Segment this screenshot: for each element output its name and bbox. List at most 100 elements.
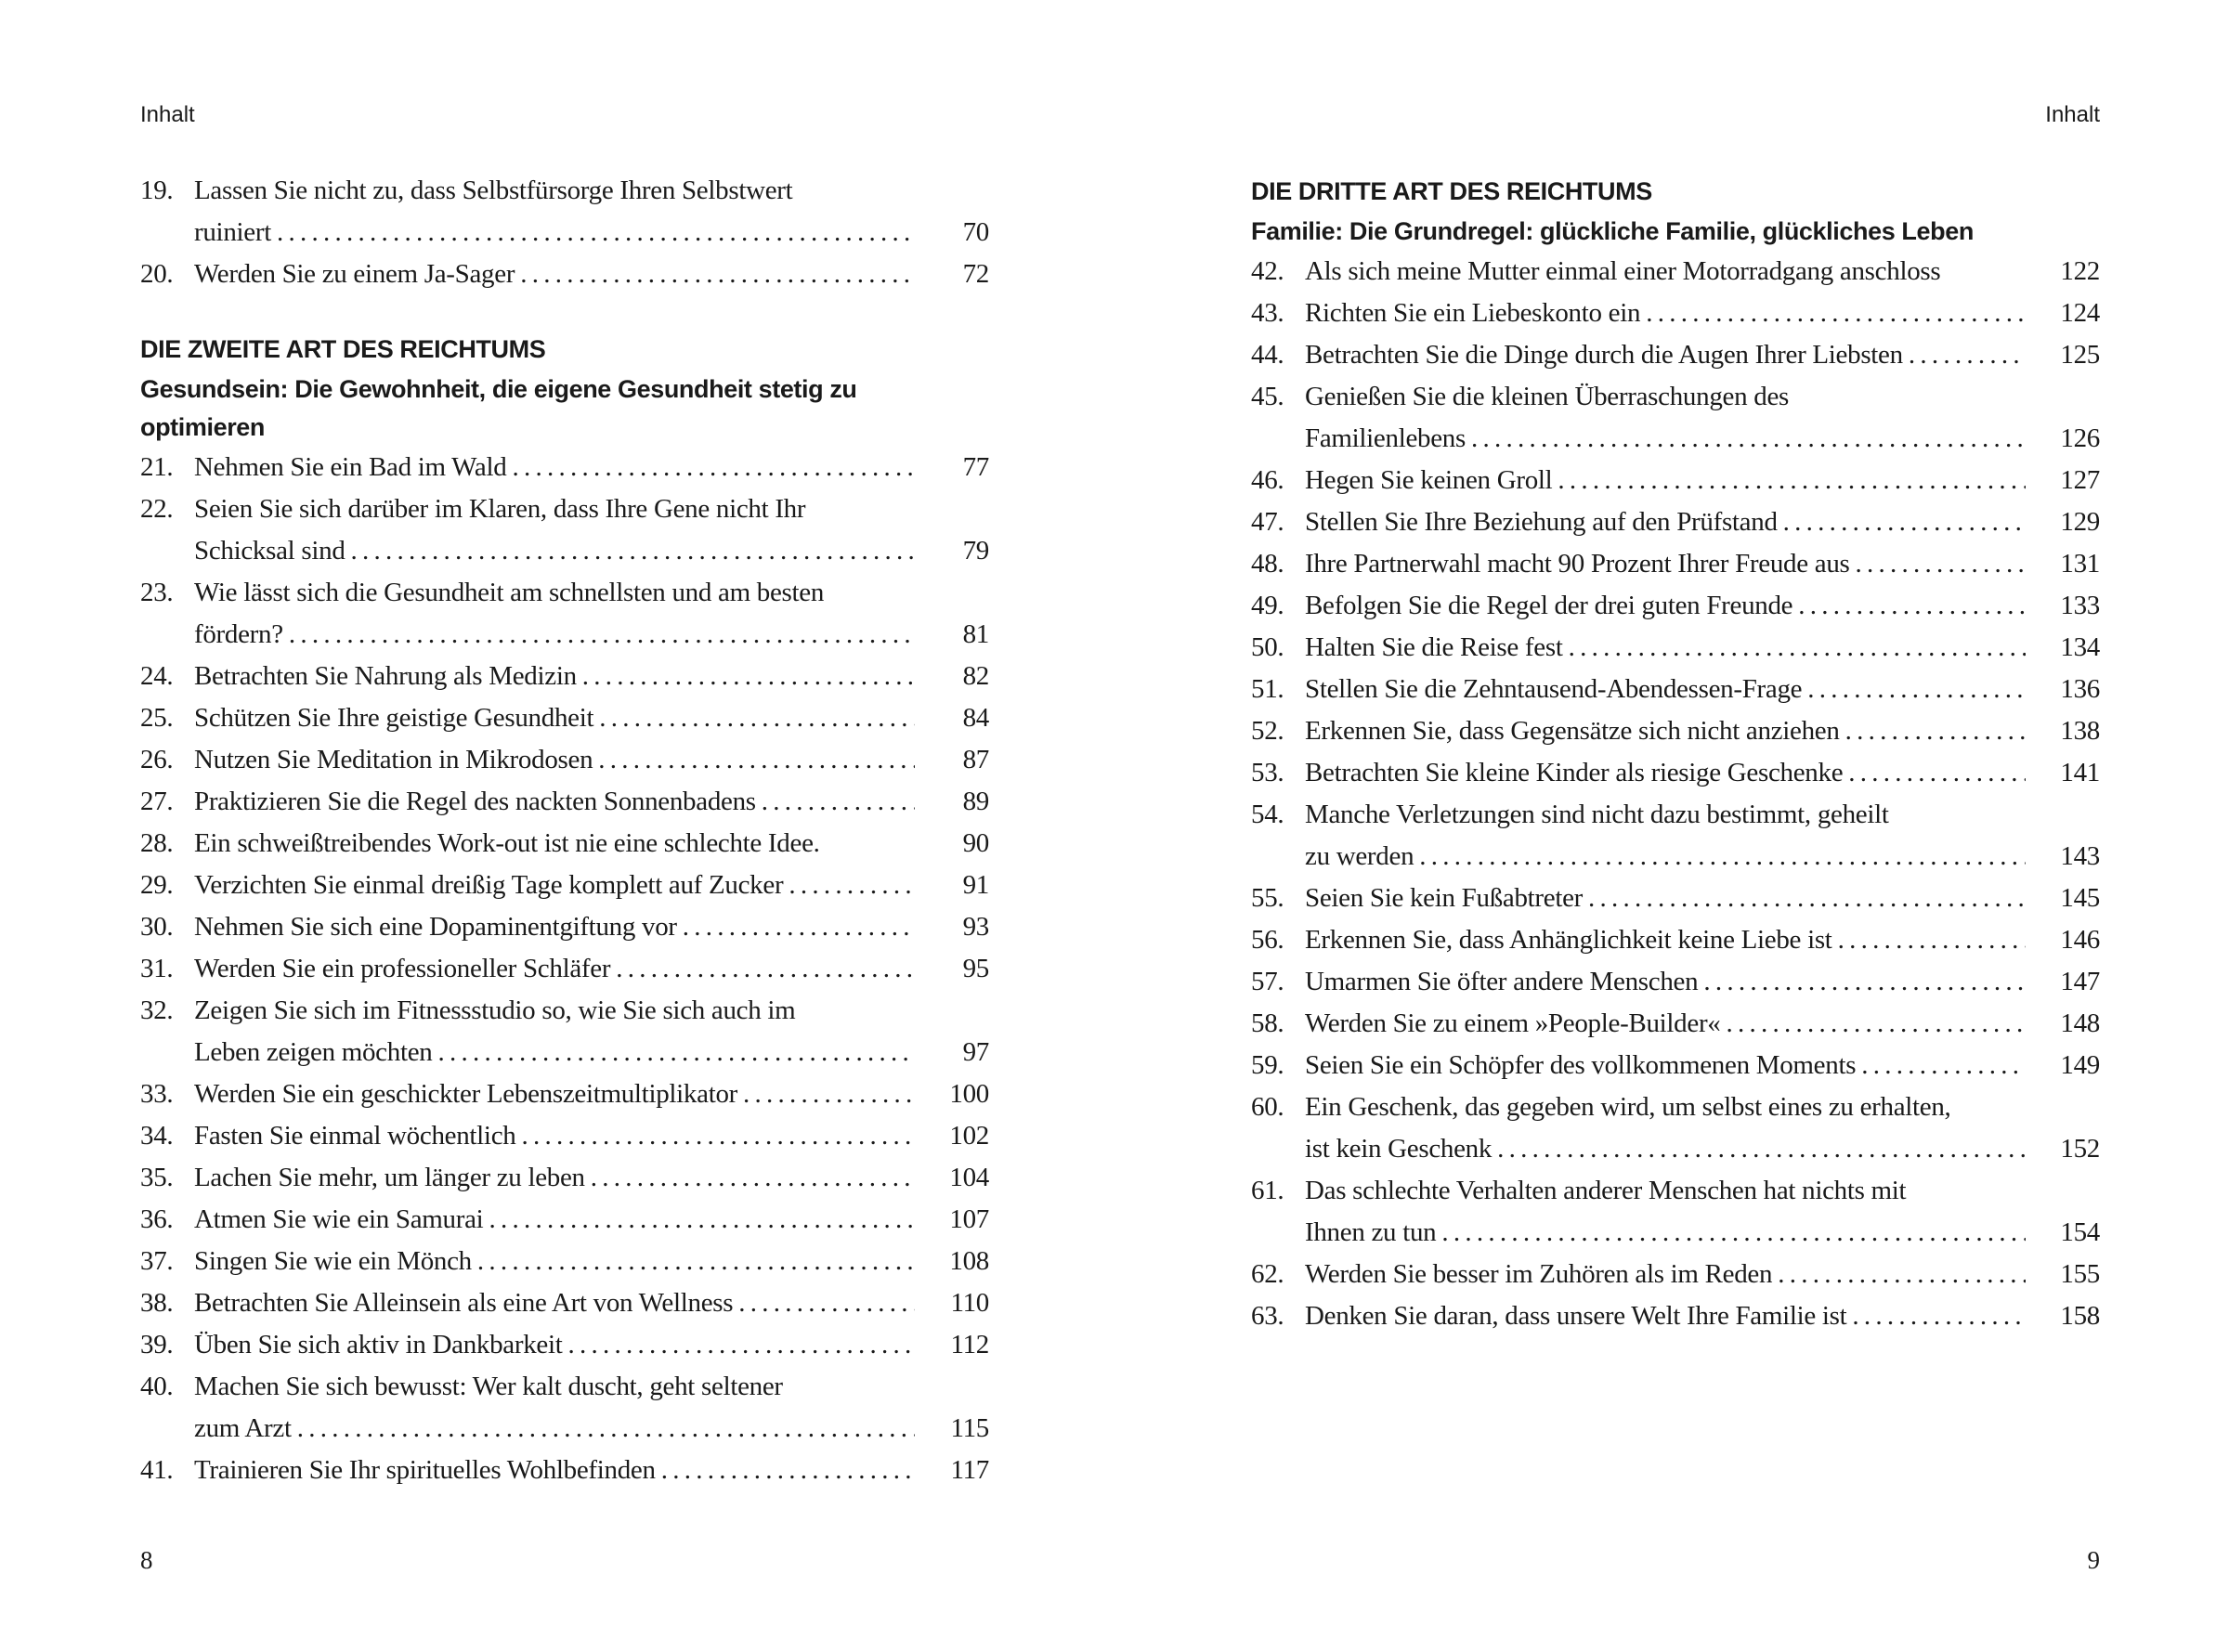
toc-entry[interactable]: 20. Werden Sie zu einem Ja-Sager 72	[140, 254, 989, 295]
entry-number: 29.	[140, 870, 174, 900]
toc-entry[interactable]: 36. Atmen Sie wie ein Samurai 107	[140, 1199, 989, 1241]
toc-entry[interactable]: 37. Singen Sie wie ein Mönch 108	[140, 1241, 989, 1282]
entry-title: Werden Sie zu einem Ja-Sager	[194, 259, 515, 289]
toc-entry[interactable]: 22. Seien Sie sich darüber im Klaren, das…	[140, 488, 989, 572]
toc-entry[interactable]: 56. Erkennen Sie, dass Anhänglichkeit kei…	[1251, 919, 2100, 961]
entry-title: Betrachten Sie kleine Kinder als riesige…	[1305, 758, 1844, 787]
toc-entry-line: 59. Seien Sie ein Schöpfer des vollkommen…	[1251, 1045, 2100, 1086]
toc-entry[interactable]: 44. Betrachten Sie die Dinge durch die Au…	[1251, 334, 2100, 376]
dot-leader	[1569, 627, 2026, 669]
dot-leader	[582, 656, 915, 697]
dot-leader	[1798, 585, 2026, 627]
entry-page: 152	[2060, 1134, 2100, 1164]
toc-entry[interactable]: 60. Ein Geschenk, das gegeben wird, um se…	[1251, 1086, 2100, 1170]
toc-entry[interactable]: 21. Nehmen Sie ein Bad im Wald 77	[140, 447, 989, 488]
toc-entry[interactable]: 59. Seien Sie ein Schöpfer des vollkommen…	[1251, 1045, 2100, 1086]
toc-entry-line: 52. Erkennen Sie, dass Gegensätze sich ni…	[1251, 710, 2100, 752]
toc-entry[interactable]: 28. Ein schweißtreibendes Work-out ist ni…	[140, 823, 989, 865]
entry-title: Nehmen Sie sich eine Dopaminentgiftung v…	[194, 912, 677, 942]
entry-page: 124	[2060, 298, 2100, 328]
toc-entry-line: 42. Als sich meine Mutter einmal einer Mo…	[1251, 251, 2100, 293]
toc-entry[interactable]: 32. Zeigen Sie sich im Fitnessstudio so, …	[140, 990, 989, 1073]
toc-entry-line: 43. Richten Sie ein Liebeskonto ein 124	[1251, 293, 2100, 334]
entry-page: 136	[2060, 674, 2100, 704]
toc-entry[interactable]: 42. Als sich meine Mutter einmal einer Mo…	[1251, 251, 2100, 293]
toc-entry[interactable]: 24. Betrachten Sie Nahrung als Medizin 82	[140, 656, 989, 697]
dot-leader	[1783, 501, 2026, 543]
toc-entry[interactable]: 53. Betrachten Sie kleine Kinder als ries…	[1251, 752, 2100, 794]
toc-entry[interactable]: 62. Werden Sie besser im Zuhören als im R…	[1251, 1254, 2100, 1295]
entry-number: 34.	[140, 1121, 174, 1151]
entry-title: Schicksal sind	[194, 536, 345, 566]
entry-number: 58.	[1251, 1008, 1284, 1038]
toc-entry[interactable]: 40. Machen Sie sich bewusst: Wer kalt dus…	[140, 1366, 989, 1450]
toc-entry[interactable]: 29. Verzichten Sie einmal dreißig Tage ko…	[140, 865, 989, 906]
entry-page: 87	[962, 745, 990, 774]
running-head-right: Inhalt	[2045, 102, 2100, 127]
toc-entry[interactable]: 52. Erkennen Sie, dass Gegensätze sich ni…	[1251, 710, 2100, 752]
entry-page: 90	[962, 828, 990, 858]
toc-entry[interactable]: 41. Trainieren Sie Ihr spirituelles Wohlb…	[140, 1450, 989, 1491]
toc-entry[interactable]: 43. Richten Sie ein Liebeskonto ein 124	[1251, 293, 2100, 334]
toc-entry[interactable]: 25. Schützen Sie Ihre geistige Gesundheit…	[140, 697, 989, 739]
dot-leader	[1838, 919, 2026, 961]
running-head-left: Inhalt	[140, 102, 195, 127]
toc-entry-line: 24. Betrachten Sie Nahrung als Medizin 82	[140, 656, 989, 697]
entry-page: 158	[2060, 1301, 2100, 1331]
entry-title: Befolgen Sie die Regel der drei guten Fr…	[1305, 591, 1793, 620]
toc-entry[interactable]: 31. Werden Sie ein professioneller Schläf…	[140, 948, 989, 990]
entry-number: 28.	[140, 828, 174, 858]
entry-page: 97	[962, 1037, 990, 1067]
toc-entry[interactable]: 23. Wie lässt sich die Gesundheit am schn…	[140, 572, 989, 656]
toc-entry[interactable]: 49. Befolgen Sie die Regel der drei guten…	[1251, 585, 2100, 627]
dot-leader	[277, 212, 915, 254]
entry-page: 102	[949, 1121, 989, 1151]
entry-title: zu werden	[1305, 841, 1414, 871]
entry-title: Werden Sie besser im Zuhören als im Rede…	[1305, 1259, 1773, 1289]
entry-number: 33.	[140, 1079, 174, 1109]
entry-title: Singen Sie wie ein Mönch	[194, 1246, 472, 1276]
toc-entry-line: 61. Das schlechte Verhalten anderer Mensc…	[1251, 1170, 2100, 1212]
entry-number: 63.	[1251, 1301, 1284, 1331]
toc-entry[interactable]: 61. Das schlechte Verhalten anderer Mensc…	[1251, 1170, 2100, 1254]
toc-entry[interactable]: 27. Praktizieren Sie die Regel des nackte…	[140, 781, 989, 823]
entry-title: Nehmen Sie ein Bad im Wald	[194, 452, 507, 482]
toc-entry-line: 32. Zeigen Sie sich im Fitnessstudio so, …	[140, 990, 989, 1032]
dot-leader	[1845, 710, 2026, 752]
toc-entry[interactable]: 51. Stellen Sie die Zehntausend-Abendesse…	[1251, 669, 2100, 710]
entry-page: 148	[2060, 1008, 2100, 1038]
toc-entry[interactable]: 19. Lassen Sie nicht zu, dass Selbstfürso…	[140, 170, 989, 254]
toc-entry[interactable]: 50. Halten Sie die Reise fest 134	[1251, 627, 2100, 669]
entry-page: 77	[962, 452, 990, 482]
toc-entry[interactable]: 48. Ihre Partnerwahl macht 90 Prozent Ihr…	[1251, 543, 2100, 585]
toc-entry[interactable]: 33. Werden Sie ein geschickter Lebenszeit…	[140, 1073, 989, 1115]
toc-entry[interactable]: 30. Nehmen Sie sich eine Dopaminentgiftun…	[140, 906, 989, 948]
toc-entry[interactable]: 58. Werden Sie zu einem »People-Builder« 1…	[1251, 1003, 2100, 1045]
toc-entry-line: ist kein Geschenk 152	[1251, 1128, 2100, 1170]
toc-entry[interactable]: 34. Fasten Sie einmal wöchentlich 102	[140, 1115, 989, 1157]
toc-entry[interactable]: 45. Genießen Sie die kleinen Überraschung…	[1251, 376, 2100, 460]
toc-entry[interactable]: 35. Lachen Sie mehr, um länger zu leben 10…	[140, 1157, 989, 1199]
entry-title: Erkennen Sie, dass Gegensätze sich nicht…	[1305, 716, 1840, 746]
toc-entry[interactable]: 63. Denken Sie daran, dass unsere Welt Ih…	[1251, 1295, 2100, 1337]
toc-entry[interactable]: 47. Stellen Sie Ihre Beziehung auf den Pr…	[1251, 501, 2100, 543]
toc-entry-line: 63. Denken Sie daran, dass unsere Welt Ih…	[1251, 1295, 2100, 1337]
entry-number: 21.	[140, 452, 174, 482]
toc-entry[interactable]: 46. Hegen Sie keinen Groll 127	[1251, 460, 2100, 501]
entry-number: 55.	[1251, 883, 1284, 913]
toc-entry[interactable]: 57. Umarmen Sie öfter andere Menschen 147	[1251, 961, 2100, 1003]
toc-entry[interactable]: 54. Manche Verletzungen sind nicht dazu b…	[1251, 794, 2100, 878]
entry-title: Stellen Sie die Zehntausend-Abendessen-F…	[1305, 674, 1803, 704]
page-number-left: 8	[140, 1546, 153, 1574]
toc-entry[interactable]: 26. Nutzen Sie Meditation in Mikrodosen 87	[140, 739, 989, 781]
entry-title: Werden Sie zu einem »People-Builder«	[1305, 1008, 1721, 1038]
dot-leader	[1848, 752, 2026, 794]
entry-title: Zeigen Sie sich im Fitnessstudio so, wie…	[194, 995, 796, 1025]
entry-title: Seien Sie sich darüber im Klaren, dass I…	[194, 494, 806, 524]
toc-entry[interactable]: 39. Üben Sie sich aktiv in Dankbarkeit 112	[140, 1324, 989, 1366]
toc-entry[interactable]: 38. Betrachten Sie Alleinsein als eine Ar…	[140, 1282, 989, 1324]
toc-entry-line: 44. Betrachten Sie die Dinge durch die Au…	[1251, 334, 2100, 376]
toc-entry[interactable]: 55. Seien Sie kein Fußabtreter 145	[1251, 878, 2100, 919]
entry-page: 72	[962, 259, 990, 289]
entry-page: 134	[2060, 632, 2100, 662]
